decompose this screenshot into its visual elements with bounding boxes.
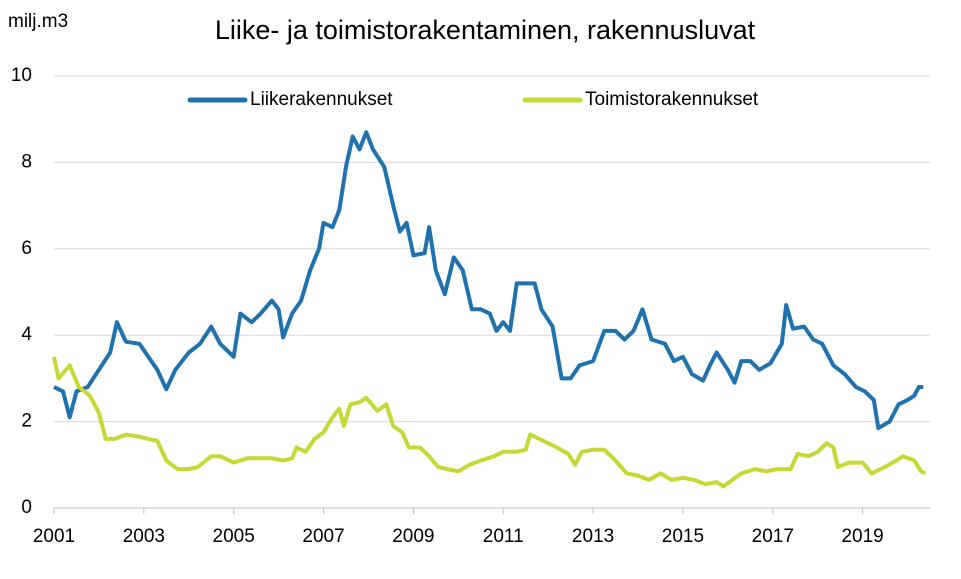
legend-label: Toimistorakennukset: [585, 89, 759, 110]
x-tick-label: 2005: [213, 526, 255, 547]
y-tick-label: 10: [11, 65, 32, 86]
x-tick-label: 2003: [123, 526, 165, 547]
y-axis-label: milj.m3: [8, 11, 68, 32]
y-tick-label: 4: [21, 324, 32, 345]
y-tick-label: 0: [21, 497, 32, 518]
y-tick-label: 2: [21, 411, 32, 432]
x-tick-label: 2009: [392, 526, 434, 547]
line-series: [52, 356, 927, 489]
y-tick-label: 6: [21, 238, 32, 259]
x-tick-label: 2017: [752, 526, 794, 547]
line-series: [53, 130, 924, 431]
x-tick-label: 2007: [302, 526, 344, 547]
x-tick-label: 2015: [662, 526, 704, 547]
y-tick-label: 8: [21, 151, 32, 172]
x-tick-label: 2011: [483, 526, 524, 547]
legend-label: Liikerakennukset: [250, 89, 393, 110]
x-tick-label: 2019: [841, 526, 883, 547]
x-tick-label: 2013: [572, 526, 614, 547]
chart-title: Liike- ja toimistorakentaminen, rakennus…: [215, 15, 756, 45]
x-tick-label: 2001: [33, 526, 75, 547]
